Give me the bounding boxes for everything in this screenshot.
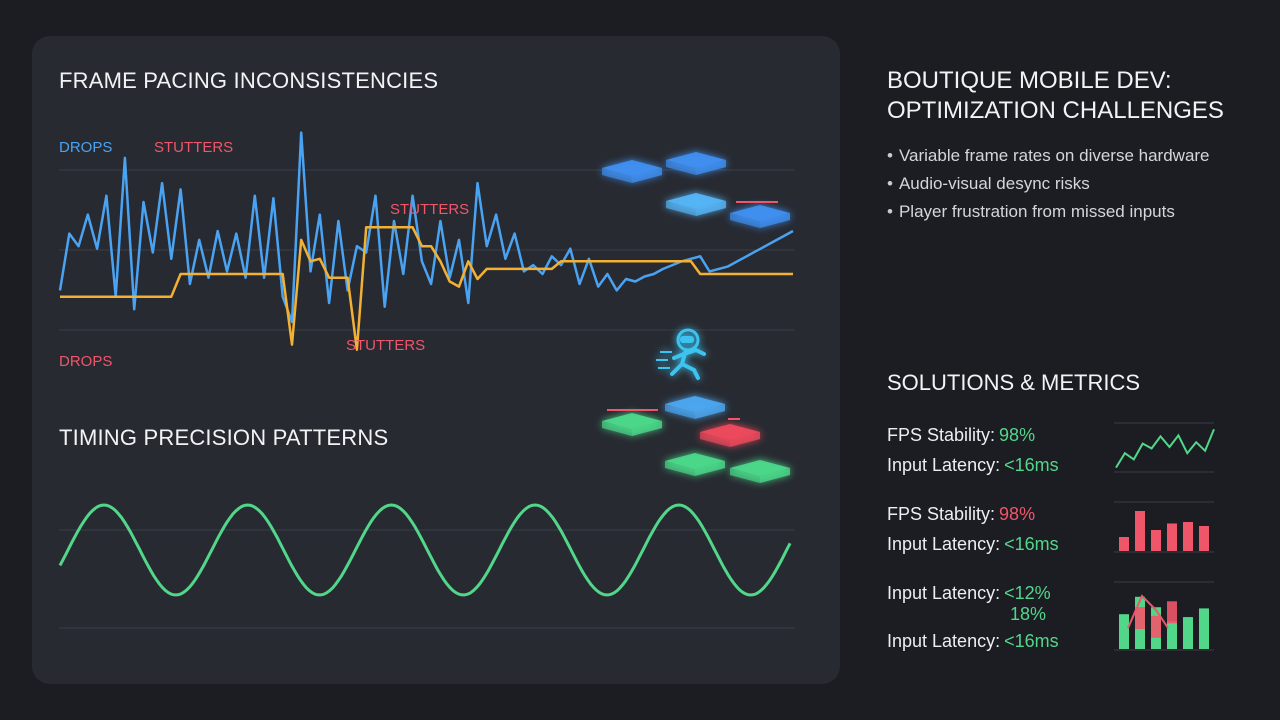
blue-series-line — [58, 131, 794, 324]
cube-right — [695, 461, 725, 476]
cube-left — [665, 461, 695, 476]
mini-bar — [1119, 537, 1129, 551]
list-item: Player frustration from missed inputs — [887, 201, 1210, 229]
metric-1-b: Input Latency: <16ms — [887, 455, 1059, 476]
cube-left — [602, 421, 632, 436]
metric-label: Input Latency: — [887, 534, 1001, 554]
annotation-drops-top: DROPS — [59, 139, 113, 156]
metric-value: <12% — [1004, 583, 1051, 603]
metric-value: <16ms — [1004, 455, 1059, 475]
annotation-drops-low: DROPS — [59, 353, 113, 370]
page-title-line-2: OPTIMIZATION CHALLENGES — [887, 97, 1224, 124]
mini-red-line — [1127, 594, 1169, 629]
metric-value: <16ms — [1004, 534, 1059, 554]
list-item: Audio-visual desync risks — [887, 173, 1210, 201]
mini-bar — [1183, 522, 1193, 551]
mini-bar — [1183, 617, 1193, 649]
mini-chart-3 — [1119, 594, 1209, 649]
metric-2-a: FPS Stability: 98% — [887, 504, 1035, 525]
cube — [730, 205, 790, 228]
cube-left — [730, 468, 760, 483]
cube — [602, 413, 662, 436]
gridlines — [59, 169, 1214, 651]
cube — [730, 460, 790, 483]
cube-right — [730, 432, 760, 447]
cube-right — [760, 468, 790, 483]
decorative-cubes — [602, 152, 790, 483]
yellow-series-line — [60, 226, 793, 351]
mini-chart-1 — [1115, 428, 1215, 469]
cube-left — [700, 432, 730, 447]
cube — [665, 396, 725, 419]
mini-chart-2 — [1119, 511, 1209, 551]
cube — [602, 160, 662, 183]
cube-right — [696, 160, 726, 175]
green-series-line — [58, 503, 792, 597]
mini-bar-red — [1167, 601, 1177, 624]
metric-3-b: Input Latency: <16ms — [887, 631, 1059, 652]
mini-bar — [1119, 614, 1129, 649]
mini-bar — [1167, 523, 1177, 551]
metric-label: FPS Stability: — [887, 504, 996, 524]
frame-pacing-series — [58, 131, 794, 351]
cube-left — [602, 168, 632, 183]
cube-left — [665, 404, 695, 419]
cube-right — [760, 213, 790, 228]
mini-bar-red — [1135, 607, 1145, 630]
metric-label: Input Latency: — [887, 583, 1001, 603]
metric-value: 98% — [999, 504, 1036, 524]
cube — [700, 424, 760, 447]
frame-pacing-title: FRAME PACING INCONSISTENCIES — [59, 68, 439, 93]
cube-right — [695, 404, 725, 419]
list-item: Variable frame rates on diverse hardware — [887, 145, 1210, 173]
metric-label: Input Latency: — [887, 455, 1001, 475]
cube-left — [730, 213, 760, 228]
cube-right — [632, 168, 662, 183]
challenges-list: Variable frame rates on diverse hardware… — [887, 145, 1210, 229]
mini-bar-red — [1151, 615, 1161, 638]
mini-bar — [1199, 526, 1209, 551]
mini-bar — [1199, 608, 1209, 649]
annotation-stutters-top: STUTTERS — [154, 139, 234, 156]
main-chart-panel — [32, 36, 840, 684]
cube-right — [632, 421, 662, 436]
cube-left — [666, 201, 696, 216]
metric-1-a: FPS Stability: 98% — [887, 425, 1035, 446]
timing-precision-title: TIMING PRECISION PATTERNS — [59, 425, 389, 450]
page-title-line-1: BOUTIQUE MOBILE DEV: — [887, 67, 1172, 94]
cube — [666, 152, 726, 175]
annotation-stutters-mid: STUTTERS — [390, 201, 470, 218]
cube-left — [666, 160, 696, 175]
mini-bar — [1135, 511, 1145, 551]
timing-sine-series — [58, 503, 792, 597]
metric-label: Input Latency: — [887, 631, 1001, 651]
annotation-stutters-low: STUTTERS — [346, 337, 426, 354]
cube — [665, 453, 725, 476]
metric-value: <16ms — [1004, 631, 1059, 651]
page-title: BOUTIQUE MOBILE DEV: OPTIMIZATION CHALLE… — [887, 66, 1224, 126]
metric-label: FPS Stability: — [887, 425, 996, 445]
solutions-title: SOLUTIONS & METRICS — [887, 370, 1141, 395]
mini-bar — [1167, 621, 1177, 649]
metric-2-b: Input Latency: <16ms — [887, 534, 1059, 555]
metric-value: 98% — [999, 425, 1036, 445]
cube — [666, 193, 726, 216]
runner-mascot-icon — [656, 328, 706, 380]
mini-line — [1115, 428, 1215, 469]
cube-right — [696, 201, 726, 216]
metric-3-a: Input Latency: <12% — [887, 583, 1051, 604]
mini-bar — [1151, 530, 1161, 551]
metric-3-mid: 18% — [1010, 604, 1047, 624]
